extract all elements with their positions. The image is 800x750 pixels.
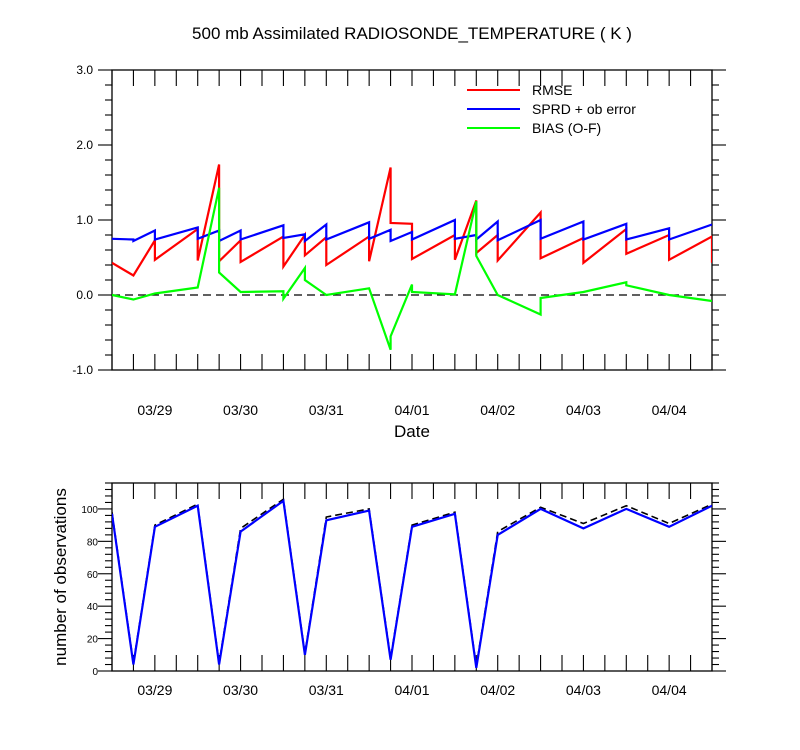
series-group [112,497,712,668]
y-tick-label: 0 [92,667,98,678]
series-line-3 [112,187,712,351]
x-tick-label: 04/04 [652,402,687,418]
x-tick-label: 04/01 [394,682,429,698]
bottom-plot-panel: 03/29 03/30 03/31 04/01 04/02 04/03 04/04 0 20 40… [81,482,726,698]
legend-label: SPRD + ob error [532,101,636,117]
x-axis-label: Date [394,422,430,441]
y-tick-label: 2.0 [76,138,93,152]
x-tick-label: 03/29 [137,682,172,698]
series-line-2 [112,218,712,244]
chart-title: 500 mb Assimilated RADIOSONDE_TEMPERATUR… [192,24,632,43]
x-tick-label: 03/30 [223,402,258,418]
y-axis-label-observations: number of observations [51,488,70,666]
y-tick-label: 3.0 [76,63,93,77]
x-tick-label: 03/31 [309,682,344,698]
x-tick-label: 03/31 [309,402,344,418]
x-tick-label: 04/01 [394,402,429,418]
series-line-1 [112,164,712,278]
y-tick-label: 40 [87,602,99,613]
x-tick-label: 04/03 [566,402,601,418]
x-tick-label: 04/03 [566,682,601,698]
y-tick-label: 0.0 [76,288,93,302]
series-line-2 [112,498,712,668]
y-tick-label: 1.0 [76,213,93,227]
x-tick-label: 04/04 [652,682,687,698]
x-tick-label: 03/29 [137,402,172,418]
y-tick-label: 80 [87,537,99,548]
y-tick-label: -1.0 [72,363,93,377]
series-group [112,164,712,351]
legend-label: RMSE [532,82,572,98]
x-tick-label: 03/30 [223,682,258,698]
y-tick-label: 20 [87,635,99,646]
x-tick-label: 04/02 [480,682,515,698]
y-tick-label: 60 [87,570,99,581]
series-line-1 [112,497,712,667]
y-tick-label: 100 [81,505,98,516]
legend-label: BIAS (O-F) [532,120,601,136]
x-tick-label: 04/02 [480,402,515,418]
top-plot-panel: 03/29 03/30 03/31 04/01 04/02 04/03 04/04 -1.0 0… [72,63,726,418]
